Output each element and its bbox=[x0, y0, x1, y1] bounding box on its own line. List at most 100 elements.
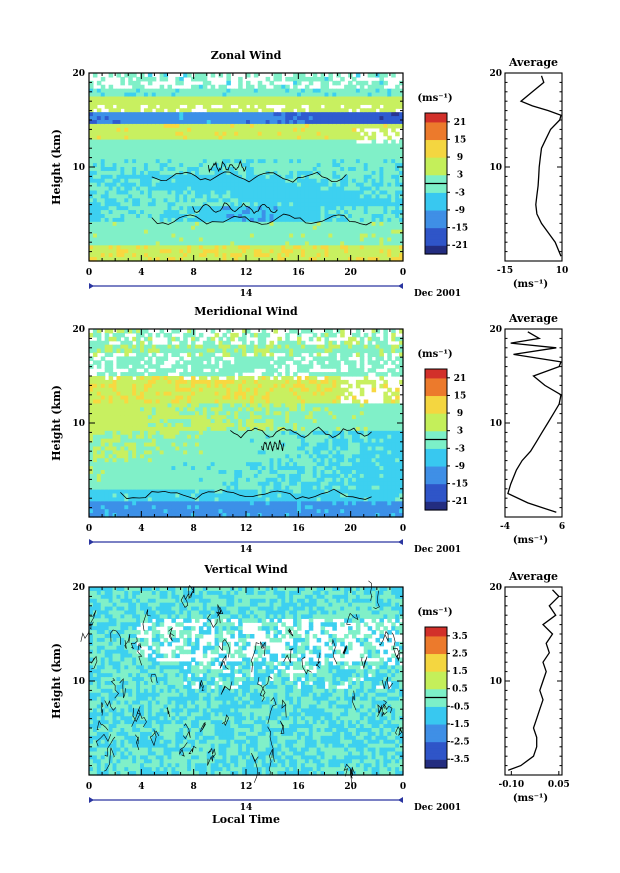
heatmap-cell bbox=[92, 167, 98, 172]
heatmap-cell bbox=[214, 147, 220, 152]
heatmap-cell bbox=[320, 202, 326, 207]
heatmap-cell bbox=[183, 364, 188, 369]
heatmap-cell bbox=[163, 356, 169, 361]
heatmap-cell bbox=[116, 100, 121, 105]
heatmap-cell bbox=[249, 151, 255, 156]
heatmap-cell bbox=[187, 513, 192, 518]
heatmap-cell bbox=[96, 178, 102, 184]
heatmap-cell bbox=[210, 237, 216, 243]
heatmap-cell bbox=[289, 123, 294, 129]
heatmap-cell bbox=[112, 419, 118, 424]
heatmap-cell bbox=[92, 116, 98, 121]
heatmap-cell bbox=[89, 88, 94, 94]
heatmap-cell bbox=[159, 344, 165, 350]
heatmap-cell bbox=[171, 229, 176, 235]
heatmap-cell bbox=[100, 477, 106, 483]
heatmap-cell bbox=[171, 159, 176, 164]
heatmap-cell bbox=[179, 237, 184, 243]
heatmap-cell bbox=[108, 438, 114, 444]
heatmap-cell bbox=[159, 123, 165, 129]
heatmap-cell bbox=[167, 210, 173, 215]
heatmap-cell bbox=[183, 509, 188, 514]
heatmap-cell bbox=[132, 241, 137, 246]
heatmap-cell bbox=[316, 190, 322, 196]
heatmap-cell bbox=[253, 151, 259, 156]
heatmap-cell bbox=[179, 344, 184, 350]
heatmap-cell bbox=[371, 73, 377, 78]
heatmap-cell bbox=[304, 194, 310, 199]
heatmap-cell bbox=[132, 391, 137, 397]
heatmap-cell bbox=[89, 501, 94, 506]
heatmap-cell bbox=[210, 229, 216, 235]
heatmap-cell bbox=[155, 206, 161, 211]
heatmap-cell bbox=[206, 186, 212, 192]
heatmap-cell bbox=[253, 206, 259, 211]
heatmap-cell bbox=[304, 120, 310, 125]
heatmap-cell bbox=[124, 131, 129, 137]
heatmap-cell bbox=[159, 446, 165, 452]
heatmap-cell bbox=[179, 194, 184, 199]
heatmap-cell bbox=[312, 206, 318, 211]
heatmap-cell bbox=[336, 241, 341, 246]
heatmap-cell bbox=[359, 229, 365, 235]
heatmap-cell bbox=[218, 221, 224, 227]
heatmap-cell bbox=[238, 241, 243, 246]
heatmap-cell bbox=[179, 473, 184, 479]
heatmap-cell bbox=[269, 206, 275, 211]
heatmap-cell bbox=[285, 163, 290, 168]
heatmap-cell bbox=[116, 257, 121, 262]
heatmap-cell bbox=[222, 84, 227, 90]
heatmap-cell bbox=[300, 221, 306, 227]
heatmap-cell bbox=[222, 237, 227, 243]
heatmap-cell bbox=[383, 210, 388, 215]
heatmap-cell bbox=[151, 163, 157, 168]
heatmap-cell bbox=[230, 92, 235, 98]
heatmap-cell bbox=[351, 163, 357, 168]
heatmap-cell bbox=[112, 221, 118, 227]
heatmap-cell bbox=[143, 379, 149, 385]
heatmap-cell bbox=[171, 186, 176, 192]
heatmap-cell bbox=[300, 170, 306, 176]
heatmap-cell bbox=[191, 340, 196, 346]
heatmap-cell bbox=[163, 186, 169, 192]
heatmap-cell bbox=[375, 253, 381, 258]
heatmap-cell bbox=[289, 76, 294, 82]
heatmap-cell bbox=[132, 509, 137, 514]
heatmap-cell bbox=[391, 206, 396, 211]
heatmap-cell bbox=[140, 466, 145, 471]
heatmap-cell bbox=[171, 198, 176, 203]
heatmap-cell bbox=[96, 194, 102, 199]
heatmap-cell bbox=[179, 497, 184, 502]
heatmap-cell bbox=[300, 229, 306, 235]
heatmap-cell bbox=[159, 76, 165, 82]
heatmap-cell bbox=[151, 127, 157, 133]
heatmap-cell bbox=[140, 329, 145, 334]
heatmap-cell bbox=[163, 76, 169, 82]
heatmap-cell bbox=[344, 229, 349, 235]
heatmap-cell bbox=[159, 131, 165, 137]
heatmap-cell bbox=[265, 190, 271, 196]
heatmap-cell bbox=[265, 194, 271, 199]
heatmap-cell bbox=[218, 100, 224, 105]
heatmap-cell bbox=[120, 430, 125, 436]
heatmap-cell bbox=[218, 249, 224, 254]
heatmap-cell bbox=[96, 210, 102, 215]
heatmap-cell bbox=[324, 112, 330, 117]
heatmap-cell bbox=[175, 430, 180, 436]
heatmap-cell bbox=[100, 151, 106, 156]
heatmap-cell bbox=[285, 190, 290, 196]
heatmap-cell bbox=[151, 419, 157, 424]
heatmap-cell bbox=[104, 364, 110, 369]
heatmap-cell bbox=[191, 450, 196, 455]
heatmap-cell bbox=[375, 92, 381, 98]
heatmap-cell bbox=[187, 399, 192, 405]
heatmap-cell bbox=[234, 100, 239, 105]
heatmap-cell bbox=[320, 186, 326, 192]
heatmap-cell bbox=[179, 509, 184, 514]
heatmap-cell bbox=[269, 210, 275, 215]
heatmap-cell bbox=[147, 434, 153, 440]
heatmap-cell bbox=[351, 174, 357, 180]
heatmap-cell bbox=[249, 108, 255, 113]
heatmap-cell bbox=[159, 376, 165, 381]
heatmap-cell bbox=[191, 434, 196, 440]
